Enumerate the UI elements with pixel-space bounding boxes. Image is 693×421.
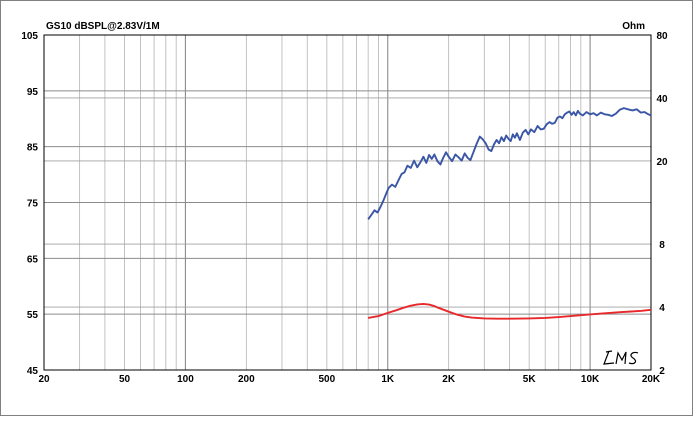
impedance-series-line <box>368 302 652 320</box>
y-tick-label: 95 <box>27 87 39 98</box>
x-tick-label: 20 <box>38 374 50 385</box>
plot-border <box>43 34 652 371</box>
y2-tick-label: 2 <box>659 366 665 377</box>
y-tick-label: 55 <box>27 310 39 321</box>
x-tick-label: 50 <box>119 374 131 385</box>
y2-tick-label: 8 <box>659 240 665 251</box>
labels-layer: 20 50 100 200 500 1K 2K 5K 10K 20K 105 95 85 75 65 55 45… <box>21 31 668 385</box>
y2-tick-label: 40 <box>656 94 668 105</box>
lms-logo <box>603 350 639 365</box>
x-tick-label: 500 <box>319 374 336 385</box>
x-tick-label: 100 <box>177 374 194 385</box>
y-tick-label: 65 <box>27 254 39 265</box>
x-tick-label: 5K <box>523 374 537 385</box>
y-tick-label: 85 <box>27 143 39 154</box>
y2-unit-label: Ohm <box>622 21 645 32</box>
lms-logo-glyphs <box>603 350 639 365</box>
x-tick-label: 1K <box>381 374 395 385</box>
y2-tick-label: 80 <box>656 31 668 42</box>
series-layer <box>367 107 652 320</box>
x-tick-label: 2K <box>442 374 456 385</box>
y-tick-label: 45 <box>27 366 39 377</box>
x-tick-label: 10K <box>581 374 600 385</box>
y-tick-label: 75 <box>27 199 39 210</box>
y-tick-label: 105 <box>21 31 38 42</box>
y2-tick-label: 4 <box>659 303 665 314</box>
x-tick-label: 20K <box>642 374 661 385</box>
chart-title: GS10 dBSPL@2.83V/1M <box>46 21 160 32</box>
x-tick-label: 200 <box>238 374 255 385</box>
spl-series-line <box>367 107 652 220</box>
y2-tick-label: 20 <box>656 157 668 168</box>
